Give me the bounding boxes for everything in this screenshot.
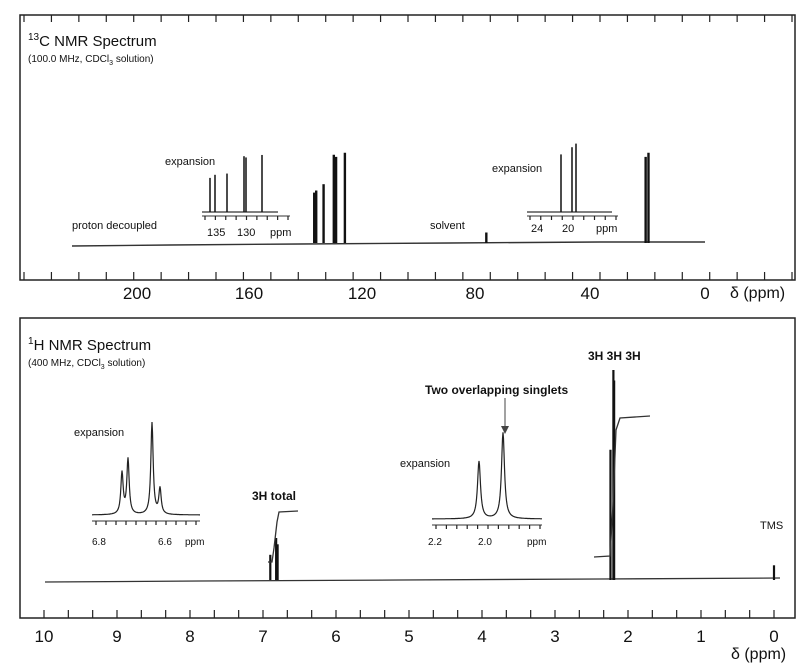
h1-expansion-2-tick-label: 2.0	[478, 537, 492, 548]
c13-expansion-1-peaks	[209, 154, 263, 212]
c13-expansion-2-tick-label: 24	[531, 223, 543, 235]
h1-x-tick-label: 10	[35, 627, 54, 646]
c13-solvent-label: solvent	[430, 220, 465, 232]
h1-x-tick-label: 3	[550, 627, 559, 646]
c13-peaks	[313, 152, 650, 243]
h1-expansion-1-unit: ppm	[185, 537, 204, 548]
c13-subtitle: (100.0 MHz, CDCl3 solution)	[28, 54, 154, 67]
h1-x-tick-label: 1	[696, 627, 705, 646]
h1-expansion-1-ticks	[95, 521, 197, 525]
h1-3h-total-label: 3H total	[252, 489, 296, 503]
h1-x-axis-unit: δ (ppm)	[731, 646, 786, 663]
c13-x-axis-unit: δ (ppm)	[730, 285, 785, 302]
c13-expansion-1: expansion 135 130 ppm	[165, 154, 291, 239]
h1-title: 1H NMR Spectrum	[28, 336, 151, 354]
c13-title: 13C NMR Spectrum	[28, 32, 157, 50]
c13-baseline	[71, 241, 705, 247]
c13-x-tick-label: 80	[466, 284, 485, 303]
c13-panel: 13C NMR Spectrum (100.0 MHz, CDCl3 solut…	[19, 14, 796, 281]
h1-expansion-2-label: expansion	[400, 458, 450, 470]
c13-expansion-2-ticks	[529, 216, 617, 220]
h1-peaks	[269, 370, 776, 580]
c13-expansion-1-ticks	[204, 216, 289, 220]
h1-frame	[19, 317, 796, 619]
c13-x-tick-label: 0	[700, 284, 709, 303]
c13-x-tick-label: 200	[123, 284, 151, 303]
h1-3h-groups-label: 3H 3H 3H	[588, 349, 641, 363]
h1-subtitle: (400 MHz, CDCl3 solution)	[28, 358, 145, 371]
c13-expansion-2-tick-label: 20	[562, 223, 574, 235]
h1-x-tick-label: 4	[477, 627, 486, 646]
h1-x-tick-label: 7	[258, 627, 267, 646]
h1-x-axis-labels: 10 9 8 7 6 5 4 3 2 1 0 δ (ppm)	[35, 627, 787, 663]
c13-expansion-2-peaks	[560, 143, 577, 212]
c13-expansion-1-label: expansion	[165, 156, 215, 168]
h1-baseline	[44, 577, 781, 583]
h1-expansion-1-trace	[92, 421, 200, 516]
h1-x-tick-label: 8	[185, 627, 194, 646]
h1-expansion-2-unit: ppm	[527, 537, 546, 548]
h1-tms-label: TMS	[760, 520, 783, 532]
h1-x-tick-label: 0	[769, 627, 778, 646]
h1-x-axis-ticks	[43, 610, 775, 618]
h1-expansion-2: expansion 2.2 2.0 ppm	[400, 432, 546, 548]
h1-x-tick-label: 5	[404, 627, 413, 646]
h1-expansion-2-ticks	[435, 525, 541, 529]
h1-overlapping-singlets-label: Two overlapping singlets	[425, 383, 568, 397]
h1-x-tick-label: 6	[331, 627, 340, 646]
h1-expansion-1-tick-label: 6.6	[158, 537, 172, 548]
h1-x-tick-label: 9	[112, 627, 121, 646]
h1-expansion-1-tick-label: 6.8	[92, 537, 106, 548]
h1-panel: 1H NMR Spectrum (400 MHz, CDCl3 solution…	[19, 317, 796, 619]
c13-expansion-2-unit: ppm	[596, 223, 617, 235]
h1-integration-curve-aromatic	[268, 510, 299, 563]
c13-x-tick-label: 40	[581, 284, 600, 303]
h1-expansion-2-tick-label: 2.2	[428, 537, 442, 548]
c13-x-axis-ticks	[23, 272, 793, 280]
c13-proton-decoupled-label: proton decoupled	[72, 220, 157, 232]
c13-x-tick-label: 160	[235, 284, 263, 303]
c13-expansion-2-label: expansion	[492, 163, 542, 175]
c13-x-tick-label: 120	[348, 284, 376, 303]
c13-x-axis-labels: 200 160 120 80 40 0 δ (ppm)	[123, 284, 785, 303]
h1-x-tick-label: 2	[623, 627, 632, 646]
h1-integration-curve-methyl	[593, 415, 651, 558]
c13-expansion-2: expansion 24 20 ppm	[492, 143, 618, 235]
c13-expansion-1-tick-label: 135	[207, 227, 225, 239]
h1-expansion-2-trace	[432, 432, 542, 520]
c13-expansion-1-tick-label: 130	[237, 227, 255, 239]
c13-top-ticks	[23, 15, 793, 22]
h1-expansion-1: expansion 6.8 6.6 ppm	[74, 421, 204, 548]
h1-expansion-1-label: expansion	[74, 427, 124, 439]
c13-expansion-1-unit: ppm	[270, 227, 291, 239]
h1-arrow-head	[501, 426, 509, 434]
